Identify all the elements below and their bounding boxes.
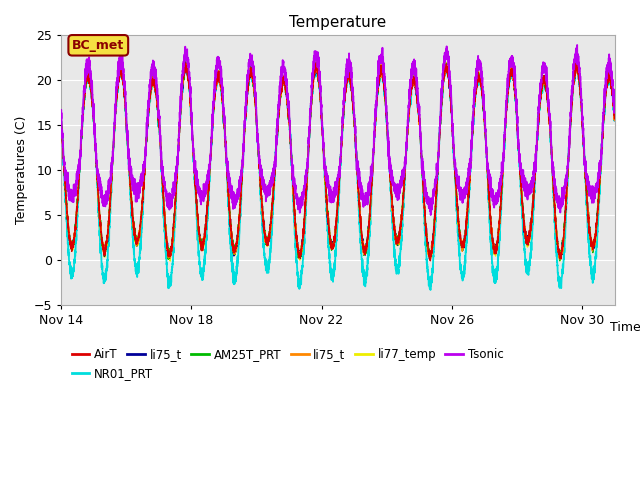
Text: BC_met: BC_met: [72, 39, 124, 52]
X-axis label: Time: Time: [611, 321, 640, 334]
Y-axis label: Temperatures (C): Temperatures (C): [15, 116, 28, 224]
Legend: NR01_PRT: NR01_PRT: [67, 362, 158, 385]
Title: Temperature: Temperature: [289, 15, 387, 30]
